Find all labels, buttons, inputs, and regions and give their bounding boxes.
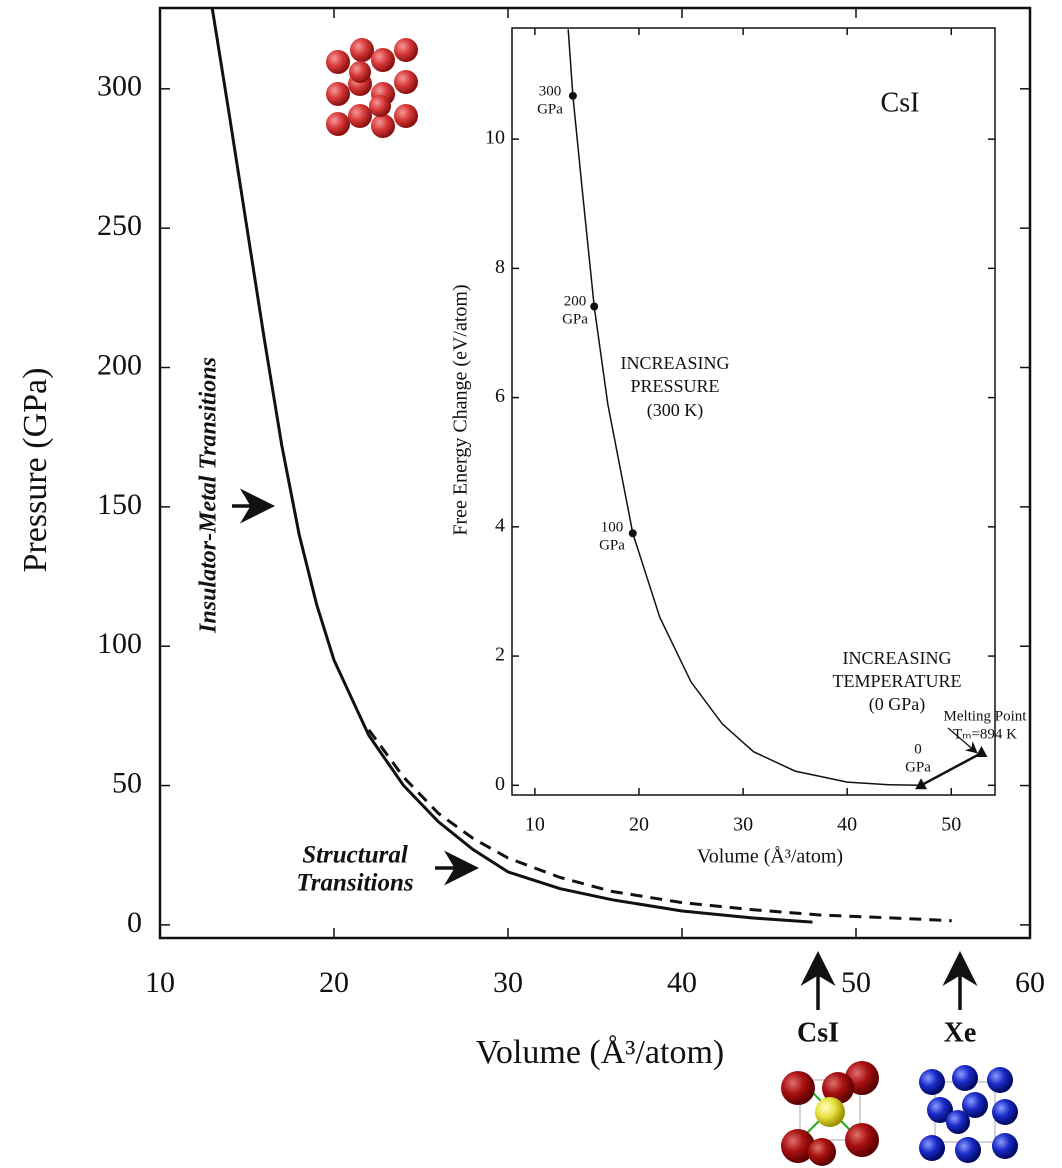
annotation: Structural: [302, 842, 408, 869]
crystal-csi: [781, 1061, 879, 1166]
y-tick-label: 2: [495, 644, 505, 666]
data-line: [367, 728, 952, 923]
x-tick-label: 20: [629, 814, 649, 836]
x-tick-label: 40: [667, 966, 697, 999]
y-tick-label: 10: [485, 127, 505, 149]
data-point: [590, 302, 599, 311]
marker-label: GPa: [537, 101, 563, 117]
y-tick-label: 200: [97, 348, 142, 381]
x-axis-label: Volume (Å³/atom): [476, 1034, 724, 1071]
data-line: [920, 751, 983, 787]
arrow: [947, 727, 978, 754]
crystal-xe: [919, 1065, 1018, 1163]
x-tick-label: 40: [837, 814, 857, 836]
marker-label: 300: [539, 83, 562, 99]
x-tick-label: 30: [493, 966, 523, 999]
marker-label: Melting Point: [944, 708, 1028, 724]
x-tick-label: 50: [841, 966, 871, 999]
annotation: TEMPERATURE: [832, 671, 961, 691]
y-tick-label: 0: [495, 773, 505, 795]
y-axis-label: Free Energy Change (eV/atom): [450, 284, 472, 535]
x-tick-label: 20: [319, 966, 349, 999]
marker-label: 0: [914, 741, 922, 757]
annotation: (0 GPa): [869, 694, 926, 715]
y-tick-label: 8: [495, 256, 505, 278]
marker-label: 100: [601, 519, 624, 535]
marker-label: GPa: [905, 759, 931, 775]
plot-frame: [511, 27, 996, 796]
inset-background: [512, 28, 995, 795]
y-tick-label: 300: [97, 70, 142, 103]
y-tick-label: 100: [97, 627, 142, 660]
data-line: [210, 7, 813, 924]
x-tick-label: 50: [941, 814, 961, 836]
marker-label: GPa: [562, 311, 588, 327]
y-tick-label: 50: [112, 766, 142, 799]
y-tick-label: 6: [495, 385, 505, 407]
x-axis-label: Volume (Å³/atom): [697, 846, 843, 868]
annotation: PRESSURE: [630, 376, 719, 396]
y-tick-label: 250: [97, 209, 142, 242]
marker-label: 200: [564, 293, 587, 309]
annotation: Transitions: [296, 870, 413, 897]
y-tick-label: 4: [495, 514, 505, 536]
y-axis-label: Pressure (GPa): [17, 368, 54, 573]
x-tick-label: 30: [733, 814, 753, 836]
annotation: INCREASING: [842, 648, 951, 668]
annotation: Xe: [944, 1017, 977, 1048]
annotation: Insulator-Metal Transitions: [196, 357, 222, 634]
arrows: [232, 488, 978, 1010]
x-tick-label: 60: [1015, 966, 1045, 999]
annotation: CsI: [881, 87, 920, 118]
plot-frame: [158, 6, 1032, 940]
y-tick-label: 150: [97, 488, 142, 521]
data-point: [915, 778, 928, 790]
annotation: INCREASING: [620, 353, 729, 373]
marker-label: GPa: [599, 537, 625, 553]
x-tick-label: 10: [145, 966, 175, 999]
annotation: CsI: [797, 1017, 839, 1048]
annotation: (300 K): [647, 400, 704, 421]
y-tick-label: 0: [127, 906, 142, 939]
crystal-fcc-red: [326, 38, 418, 138]
data-point: [628, 529, 637, 538]
data-point: [568, 91, 577, 100]
marker-label: Tₘ=894 K: [953, 726, 1017, 742]
x-tick-label: 10: [525, 814, 545, 836]
data-point: [975, 745, 988, 757]
data-line: [567, 29, 922, 787]
